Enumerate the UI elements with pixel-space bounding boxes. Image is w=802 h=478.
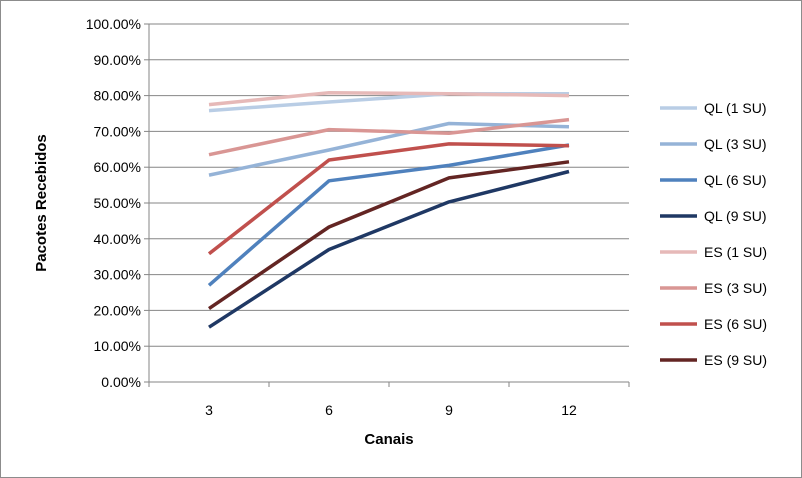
y-tick-label: 40.00% [94, 231, 141, 247]
axes [144, 23, 630, 387]
series-line-7 [207, 142, 570, 256]
series-line-4 [208, 169, 570, 329]
legend-label: ES (1 SU) [704, 244, 767, 260]
series-lines [207, 90, 570, 329]
series-line-8 [208, 160, 570, 311]
y-tick-label: 20.00% [94, 302, 141, 318]
series-line-3 [207, 143, 570, 287]
legend-label: QL (3 SU) [704, 136, 767, 152]
y-tick-label: 100.00% [86, 16, 141, 32]
legend: QL (1 SU) QL (3 SU) QL (6 SU) QL (9 SU) ES (… [660, 100, 767, 368]
y-tick-label: 30.00% [94, 267, 141, 283]
series-line-6 [208, 117, 570, 157]
x-tick-label: 9 [445, 402, 453, 418]
y-tick-label: 70.00% [94, 123, 141, 139]
legend-label: ES (6 SU) [704, 316, 767, 332]
x-tick-label: 3 [205, 402, 213, 418]
y-tick-label: 80.00% [94, 88, 141, 104]
legend-label: QL (6 SU) [704, 172, 767, 188]
y-tick-label: 90.00% [94, 52, 141, 68]
y-axis-ticks: 0.00% 10.00% 20.00% 30.00% 40.00% 50.00% 60.00… [86, 16, 141, 390]
x-tick-label: 6 [325, 402, 333, 418]
y-tick-label: 10.00% [94, 338, 141, 354]
legend-label: ES (9 SU) [704, 352, 767, 368]
y-axis-title: Pacotes Recebidos [33, 134, 50, 272]
legend-label: ES (3 SU) [704, 280, 767, 296]
x-axis-title: Canais [364, 431, 413, 448]
legend-label: QL (1 SU) [704, 100, 767, 116]
series-line-5 [208, 90, 570, 107]
y-tick-label: 0.00% [101, 374, 141, 390]
legend-label: QL (9 SU) [704, 208, 767, 224]
x-tick-label: 12 [561, 402, 577, 418]
gridlines [149, 23, 629, 347]
x-axis-ticks: 3 6 9 12 [205, 402, 577, 418]
y-tick-label: 50.00% [94, 195, 141, 211]
y-tick-label: 60.00% [94, 159, 141, 175]
